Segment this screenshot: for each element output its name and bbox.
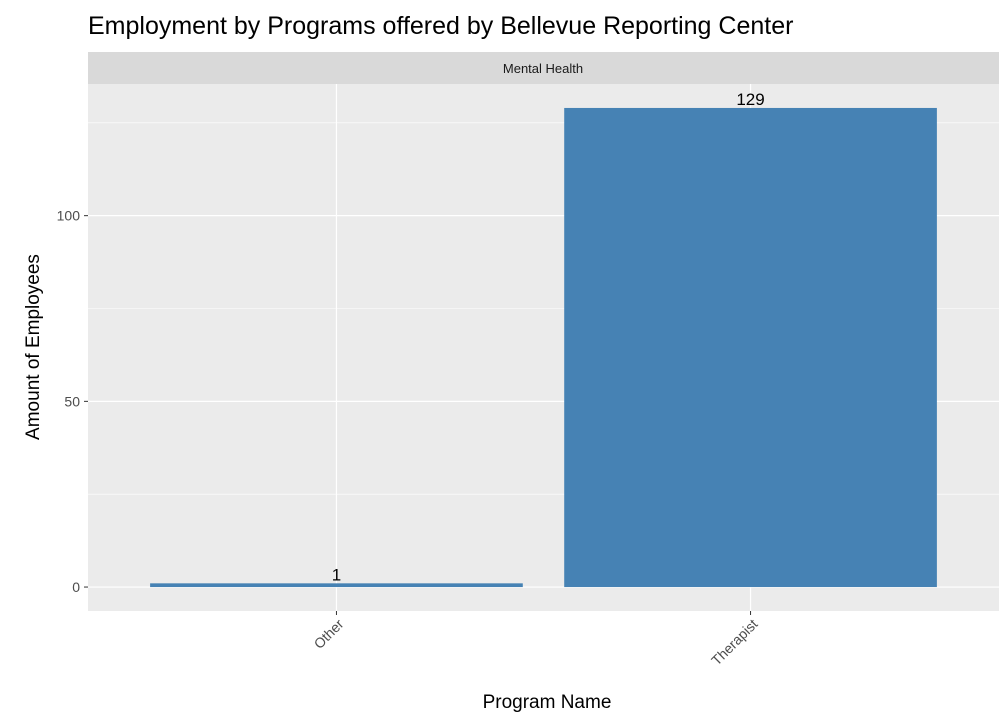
y-tick-label: 0 [72, 579, 80, 595]
data-label-other: 1 [332, 565, 341, 584]
facet-strip [88, 52, 999, 84]
y-tick-label: 50 [64, 393, 80, 409]
bar-other [150, 583, 523, 588]
data-label-therapist: 129 [736, 90, 764, 109]
x-tick-label: Therapist [708, 616, 761, 669]
y-axis-title: Amount of Employees [23, 254, 44, 440]
facet-strip-label: Mental Health [503, 61, 583, 76]
x-tick-label: Other [311, 616, 347, 652]
x-axis: Other Therapist [311, 611, 761, 668]
y-axis: 0 50 100 [57, 208, 88, 595]
chart-title: Employment by Programs offered by Bellev… [88, 12, 793, 40]
y-tick-label: 100 [57, 208, 81, 224]
bar-labels: 1 129 [332, 90, 765, 584]
x-axis-title: Program Name [483, 692, 612, 713]
bars [150, 107, 937, 588]
bar-therapist [564, 107, 937, 588]
